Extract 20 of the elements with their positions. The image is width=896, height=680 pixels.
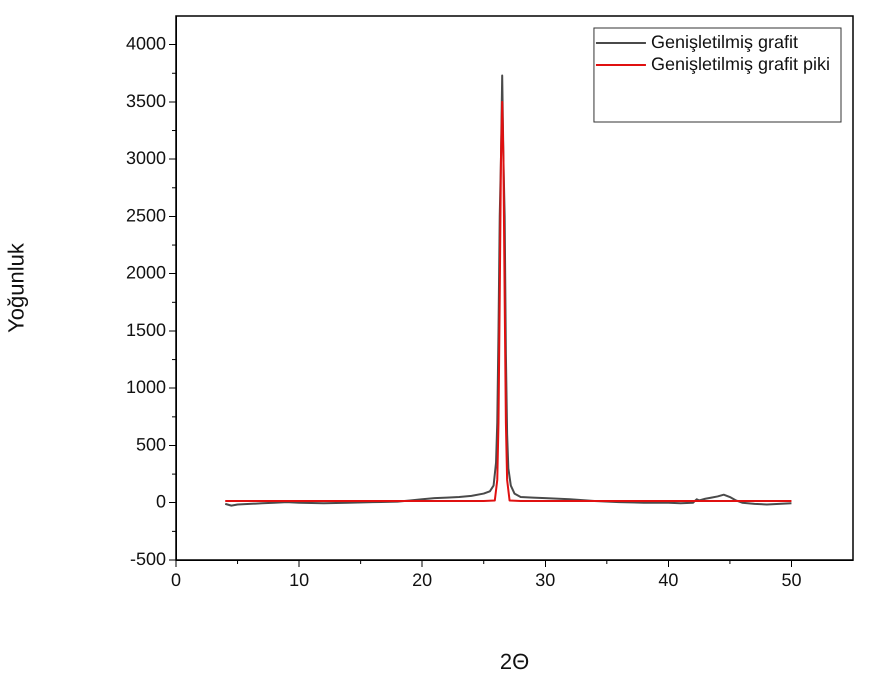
y-tick-label: 2000 (126, 262, 166, 283)
y-tick-label: 0 (156, 492, 166, 512)
x-tick-label: 50 (781, 570, 802, 590)
x-tick-label: 10 (289, 570, 310, 590)
x-tick-label: 20 (412, 570, 432, 590)
y-tick-label: 1000 (126, 377, 166, 398)
legend-label: Genişletilmiş grafit (650, 32, 798, 52)
x-tick-label: 0 (170, 570, 182, 590)
y-tick-label: 500 (136, 434, 166, 454)
x-axis-title: 2Θ (500, 648, 530, 674)
y-tick-label: 4000 (126, 34, 166, 54)
legend-label: Genişletilmiş grafit piki (650, 54, 830, 74)
x-tick-label: 40 (658, 570, 678, 590)
y-tick-label: 1500 (126, 320, 166, 340)
x-tick-label: 30 (535, 570, 556, 590)
y-axis-title: Yoğunluk (3, 242, 28, 333)
y-tick-label: -500 (130, 548, 166, 569)
y-tick-label: 3000 (126, 148, 166, 168)
y-tick-label: 2500 (126, 205, 166, 226)
y-tick-label: 3500 (126, 90, 166, 111)
